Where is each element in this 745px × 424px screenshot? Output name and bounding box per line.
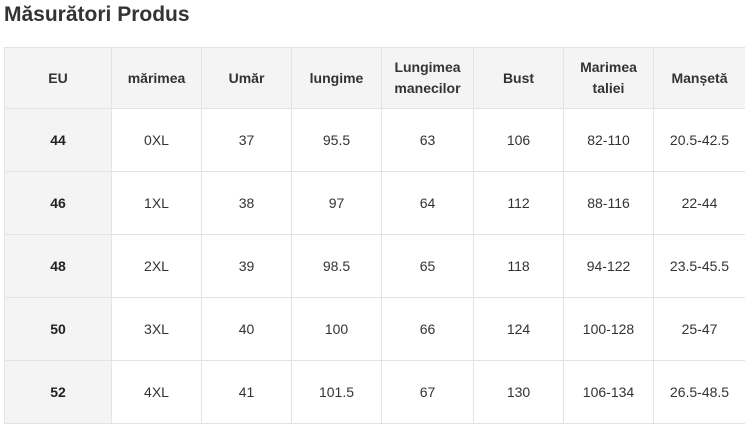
table-cell: 130 [474, 361, 564, 424]
table-cell: 100 [292, 298, 382, 361]
table-cell: 1XL [112, 172, 202, 235]
table-cell: 22-44 [654, 172, 745, 235]
page-title: Măsurători Produs [4, 3, 190, 27]
table-cell: 4XL [112, 361, 202, 424]
table-cell: 0XL [112, 109, 202, 172]
column-header: lungime [292, 48, 382, 109]
table-cell: 66 [382, 298, 474, 361]
table-cell: 39 [202, 235, 292, 298]
table-cell: 97 [292, 172, 382, 235]
column-header: Manșetă [654, 48, 745, 109]
table-cell: 63 [382, 109, 474, 172]
table-cell: 98.5 [292, 235, 382, 298]
table-cell: 100-128 [564, 298, 654, 361]
eu-size-cell: 48 [5, 235, 112, 298]
table-cell: 37 [202, 109, 292, 172]
table-cell: 20.5-42.5 [654, 109, 745, 172]
table-cell: 106 [474, 109, 564, 172]
column-header: EU [5, 48, 112, 109]
table-cell: 3XL [112, 298, 202, 361]
column-header: Umăr [202, 48, 292, 109]
eu-size-cell: 46 [5, 172, 112, 235]
eu-size-cell: 44 [5, 109, 112, 172]
eu-size-cell: 50 [5, 298, 112, 361]
eu-size-cell: 52 [5, 361, 112, 424]
table-cell: 2XL [112, 235, 202, 298]
table-cell: 67 [382, 361, 474, 424]
column-header: Lungimea manecilor [382, 48, 474, 109]
table-cell: 106-134 [564, 361, 654, 424]
table-cell: 101.5 [292, 361, 382, 424]
table-cell: 25-47 [654, 298, 745, 361]
table-cell: 94-122 [564, 235, 654, 298]
table-cell: 124 [474, 298, 564, 361]
table-cell: 38 [202, 172, 292, 235]
table-cell: 82-110 [564, 109, 654, 172]
table-cell: 64 [382, 172, 474, 235]
table-cell: 95.5 [292, 109, 382, 172]
column-header: Marimea taliei [564, 48, 654, 109]
table-cell: 26.5-48.5 [654, 361, 745, 424]
table-cell: 40 [202, 298, 292, 361]
table-cell: 23.5-45.5 [654, 235, 745, 298]
column-header: mărimea [112, 48, 202, 109]
table-cell: 118 [474, 235, 564, 298]
column-header: Bust [474, 48, 564, 109]
table-cell: 112 [474, 172, 564, 235]
table-cell: 41 [202, 361, 292, 424]
table-cell: 88-116 [564, 172, 654, 235]
table-cell: 65 [382, 235, 474, 298]
